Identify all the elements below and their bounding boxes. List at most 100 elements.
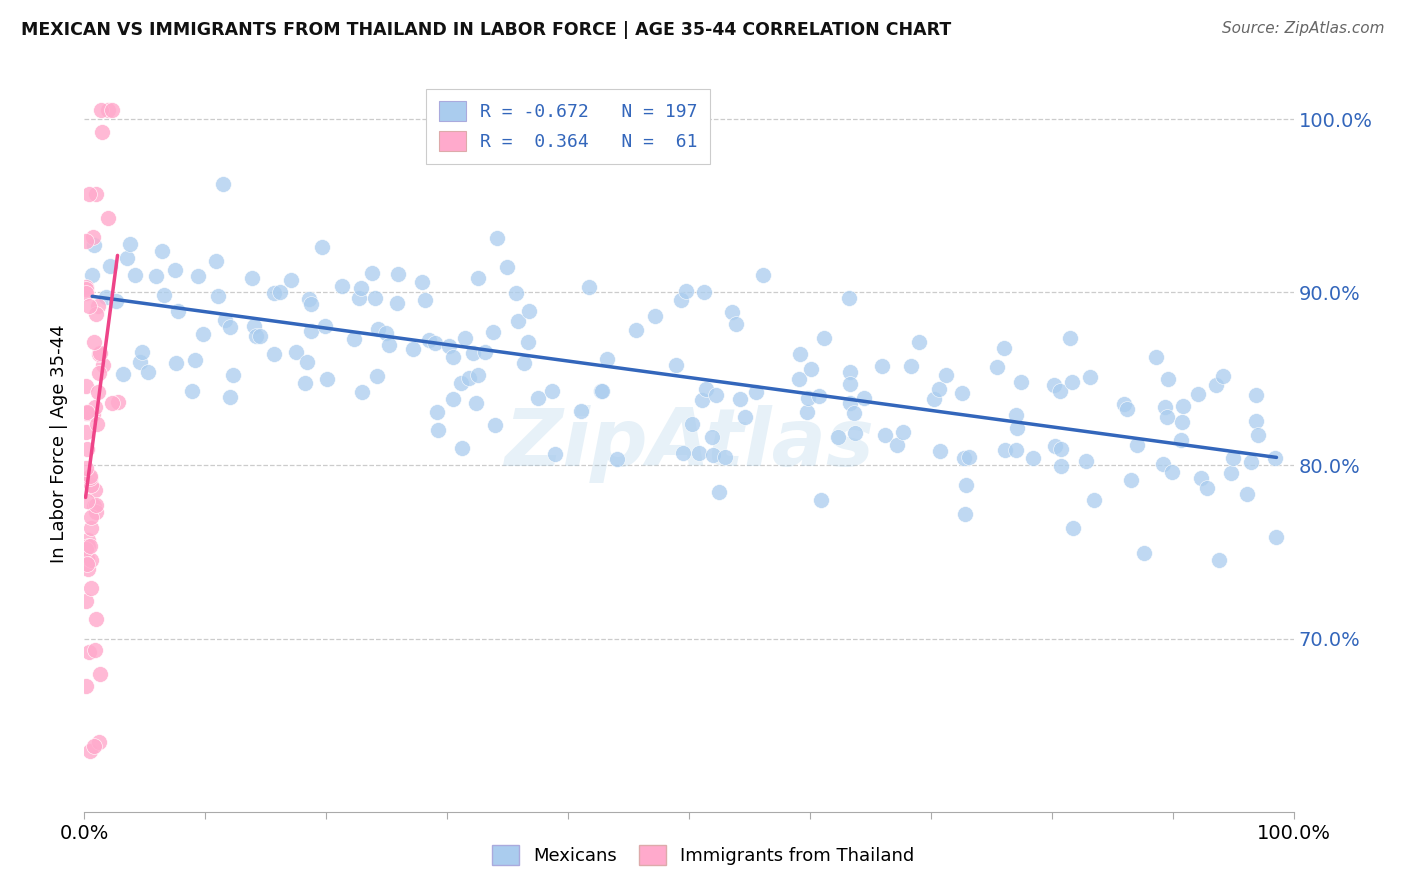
Point xyxy=(84,498,107,512)
Point xyxy=(454,331,477,345)
Point xyxy=(688,446,710,460)
Point xyxy=(950,386,973,401)
Point xyxy=(1007,421,1029,435)
Point xyxy=(725,317,748,331)
Point xyxy=(986,359,1008,374)
Point xyxy=(1156,410,1178,425)
Point xyxy=(87,735,110,749)
Point xyxy=(263,286,285,301)
Point xyxy=(240,271,263,285)
Point xyxy=(80,509,103,524)
Point xyxy=(955,507,977,521)
Point xyxy=(76,558,98,572)
Point xyxy=(129,355,152,369)
Point xyxy=(437,338,460,352)
Point xyxy=(569,404,592,418)
Point xyxy=(298,292,321,306)
Point xyxy=(700,429,723,443)
Text: ZipAtlas: ZipAtlas xyxy=(503,405,875,483)
Point xyxy=(589,384,612,399)
Point xyxy=(366,368,388,383)
Point xyxy=(107,395,129,409)
Point xyxy=(402,342,425,356)
Point xyxy=(702,448,724,462)
Point xyxy=(873,428,896,442)
Point xyxy=(734,410,756,425)
Point xyxy=(486,231,509,245)
Point xyxy=(207,289,229,303)
Point xyxy=(76,551,98,566)
Point xyxy=(519,304,541,318)
Point xyxy=(299,324,322,338)
Point xyxy=(124,268,146,282)
Point xyxy=(75,379,97,393)
Point xyxy=(526,391,548,405)
Point xyxy=(145,268,167,283)
Point xyxy=(508,314,530,328)
Point xyxy=(347,291,370,305)
Point xyxy=(690,392,713,407)
Point xyxy=(908,334,931,349)
Point xyxy=(90,103,112,118)
Point xyxy=(105,294,128,309)
Point xyxy=(606,451,628,466)
Point xyxy=(928,382,950,396)
Point xyxy=(83,500,105,514)
Point xyxy=(425,336,447,351)
Point xyxy=(591,384,613,398)
Point xyxy=(1119,473,1142,487)
Point xyxy=(1060,375,1083,389)
Point xyxy=(1197,481,1219,495)
Point xyxy=(467,271,489,285)
Text: MEXICAN VS IMMIGRANTS FROM THAILAND IN LABOR FORCE | AGE 35-44 CORRELATION CHART: MEXICAN VS IMMIGRANTS FROM THAILAND IN L… xyxy=(21,21,952,38)
Point xyxy=(263,347,285,361)
Point xyxy=(84,612,107,626)
Point xyxy=(243,319,266,334)
Point xyxy=(707,485,730,500)
Point xyxy=(86,186,108,201)
Point xyxy=(1171,399,1194,413)
Point xyxy=(461,346,484,360)
Point xyxy=(349,281,371,295)
Point xyxy=(350,384,373,399)
Point xyxy=(1244,414,1267,428)
Point xyxy=(375,326,398,340)
Point xyxy=(596,351,619,366)
Point xyxy=(75,282,97,296)
Point xyxy=(136,365,159,379)
Point xyxy=(82,268,104,283)
Point xyxy=(315,372,337,386)
Point xyxy=(721,305,744,319)
Point xyxy=(922,392,945,407)
Point xyxy=(101,396,124,410)
Point xyxy=(787,372,810,386)
Point xyxy=(385,295,408,310)
Point xyxy=(75,425,97,439)
Point xyxy=(505,286,527,301)
Point xyxy=(797,392,820,406)
Point xyxy=(150,244,173,259)
Point xyxy=(1154,401,1177,415)
Point xyxy=(675,284,697,298)
Point xyxy=(450,376,472,390)
Point xyxy=(367,322,389,336)
Point xyxy=(1240,455,1263,469)
Point xyxy=(464,396,486,410)
Point xyxy=(1005,442,1028,457)
Point xyxy=(800,361,823,376)
Point xyxy=(418,333,440,347)
Point xyxy=(644,310,666,324)
Point xyxy=(789,347,811,361)
Point xyxy=(181,384,204,398)
Point xyxy=(810,493,832,508)
Point xyxy=(1265,530,1288,544)
Text: Source: ZipAtlas.com: Source: ZipAtlas.com xyxy=(1222,21,1385,36)
Point xyxy=(891,425,914,440)
Point xyxy=(387,267,409,281)
Point xyxy=(1264,451,1286,466)
Point xyxy=(752,268,775,282)
Point xyxy=(665,358,688,372)
Point xyxy=(541,384,564,398)
Point xyxy=(76,406,98,420)
Y-axis label: In Labor Force | Age 35-44: In Labor Force | Age 35-44 xyxy=(51,325,69,563)
